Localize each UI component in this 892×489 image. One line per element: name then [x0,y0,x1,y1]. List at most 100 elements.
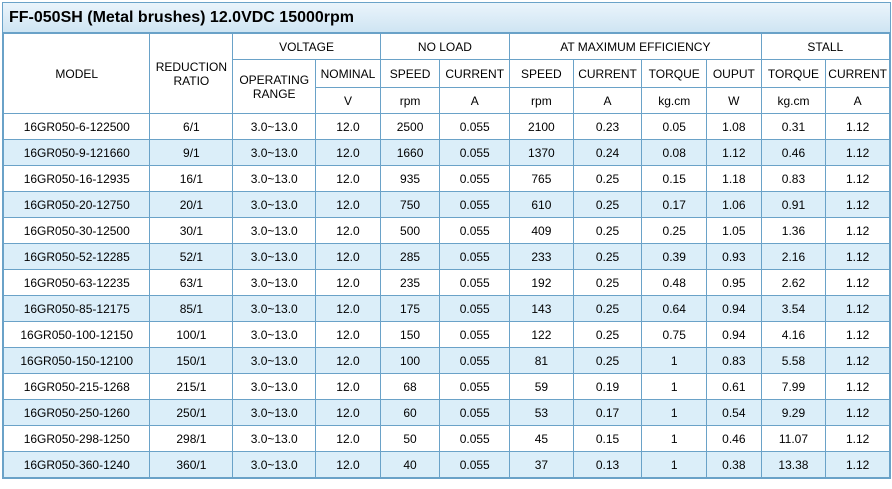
cell-ratio: 9/1 [149,139,234,166]
cell-stall-current: 1.12 [825,347,890,374]
cell-ratio: 20/1 [149,191,234,218]
cell-eff-speed: 610 [509,191,574,218]
table-row: 16GR050-16-12935 16/1 3.0~13.0 12.0 935 0.055… [2,165,890,192]
cell-eff-current: 0.25 [572,165,643,192]
cell-nominal-voltage: 12.0 [315,139,381,166]
cell-noload-speed: 750 [379,191,441,218]
header-eff-current: CURRENT [572,59,643,88]
cell-eff-torque: 0.05 [641,113,708,140]
cell-ratio: 100/1 [149,321,234,348]
cell-noload-current: 0.055 [439,399,511,426]
cell-stall-torque: 0.83 [760,165,827,192]
header-nominal: NOMINAL [315,59,381,88]
header-stall-current: CURRENT [825,59,890,88]
cell-nominal-voltage: 12.0 [315,425,381,452]
header-model: MODEL [2,33,151,114]
cell-operating-range: 3.0~13.0 [232,399,317,426]
cell-eff-current: 0.13 [572,451,643,478]
cell-eff-output: 0.83 [706,347,762,374]
cell-stall-torque: 1.36 [760,217,827,244]
cell-eff-torque: 0.25 [641,217,708,244]
cell-eff-output: 1.05 [706,217,762,244]
cell-eff-speed: 143 [509,295,574,322]
spec-table: MODEL REDUCTION RATIO VOLTAGE NO LOAD AT… [2,33,891,478]
cell-noload-current: 0.055 [439,373,511,400]
cell-noload-speed: 235 [379,269,441,296]
spec-sheet: FF-050SH (Metal brushes) 12.0VDC 15000rp… [2,2,891,479]
cell-noload-speed: 60 [379,399,441,426]
cell-stall-current: 1.12 [825,269,890,296]
cell-ratio: 16/1 [149,165,234,192]
table-row: 16GR050-85-12175 85/1 3.0~13.0 12.0 175 0.055… [2,295,890,322]
cell-model: 16GR050-63-12235 [2,269,151,296]
cell-eff-output: 0.93 [706,243,762,270]
header-noload-speed: SPEED [379,59,441,88]
cell-model: 16GR050-30-12500 [2,217,151,244]
table-row: 16GR050-30-12500 30/1 3.0~13.0 12.0 500 0.055… [2,217,890,244]
cell-ratio: 215/1 [149,373,234,400]
cell-stall-current: 1.12 [825,399,890,426]
cell-stall-torque: 0.91 [760,191,827,218]
unit-stall-torque: kg.cm [760,87,827,114]
cell-ratio: 298/1 [149,425,234,452]
cell-eff-output: 1.18 [706,165,762,192]
cell-eff-speed: 37 [509,451,574,478]
table-row: 16GR050-250-1260 250/1 3.0~13.0 12.0 60 0.055… [2,399,890,426]
cell-eff-speed: 45 [509,425,574,452]
cell-eff-torque: 1 [641,399,708,426]
cell-nominal-voltage: 12.0 [315,217,381,244]
cell-nominal-voltage: 12.0 [315,373,381,400]
cell-eff-current: 0.25 [572,217,643,244]
cell-eff-torque: 0.64 [641,295,708,322]
cell-stall-current: 1.12 [825,217,890,244]
cell-operating-range: 3.0~13.0 [232,269,317,296]
cell-operating-range: 3.0~13.0 [232,425,317,452]
cell-operating-range: 3.0~13.0 [232,191,317,218]
header-reduction-ratio: REDUCTION RATIO [149,33,234,114]
header-eff-speed: SPEED [509,59,574,88]
cell-stall-torque: 0.31 [760,113,827,140]
cell-eff-output: 0.61 [706,373,762,400]
cell-stall-current: 1.12 [825,139,890,166]
cell-nominal-voltage: 12.0 [315,243,381,270]
cell-model: 16GR050-250-1260 [2,399,151,426]
cell-stall-current: 1.12 [825,295,890,322]
cell-model: 16GR050-215-1268 [2,373,151,400]
cell-nominal-voltage: 12.0 [315,347,381,374]
cell-noload-speed: 100 [379,347,441,374]
unit-eff-output: W [706,87,762,114]
cell-eff-output: 0.46 [706,425,762,452]
cell-eff-output: 0.38 [706,451,762,478]
cell-noload-current: 0.055 [439,191,511,218]
cell-noload-speed: 50 [379,425,441,452]
cell-noload-speed: 2500 [379,113,441,140]
cell-noload-current: 0.055 [439,347,511,374]
cell-ratio: 30/1 [149,217,234,244]
header-stall-torque: TORQUE [760,59,827,88]
cell-noload-speed: 40 [379,451,441,478]
cell-stall-torque: 0.46 [760,139,827,166]
cell-model: 16GR050-6-122500 [2,113,151,140]
cell-eff-current: 0.25 [572,191,643,218]
cell-eff-speed: 192 [509,269,574,296]
cell-eff-speed: 53 [509,399,574,426]
table-row: 16GR050-215-1268 215/1 3.0~13.0 12.0 68 0.055… [2,373,890,400]
cell-model: 16GR050-52-12285 [2,243,151,270]
table-row: 16GR050-150-12100 150/1 3.0~13.0 12.0 100 0.0… [2,347,890,374]
cell-eff-speed: 1370 [509,139,574,166]
cell-eff-torque: 0.08 [641,139,708,166]
table-row: 16GR050-9-121660 9/1 3.0~13.0 12.0 1660 0.055… [2,139,890,166]
cell-ratio: 85/1 [149,295,234,322]
cell-noload-speed: 68 [379,373,441,400]
cell-eff-speed: 765 [509,165,574,192]
cell-eff-torque: 0.48 [641,269,708,296]
header-eff-output: OUPUT [706,59,762,88]
unit-noload-speed: rpm [379,87,441,114]
cell-eff-output: 0.94 [706,321,762,348]
cell-model: 16GR050-16-12935 [2,165,151,192]
cell-noload-current: 0.055 [439,321,511,348]
cell-stall-torque: 13.38 [760,451,827,478]
unit-eff-speed: rpm [509,87,574,114]
cell-nominal-voltage: 12.0 [315,295,381,322]
cell-noload-speed: 1660 [379,139,441,166]
